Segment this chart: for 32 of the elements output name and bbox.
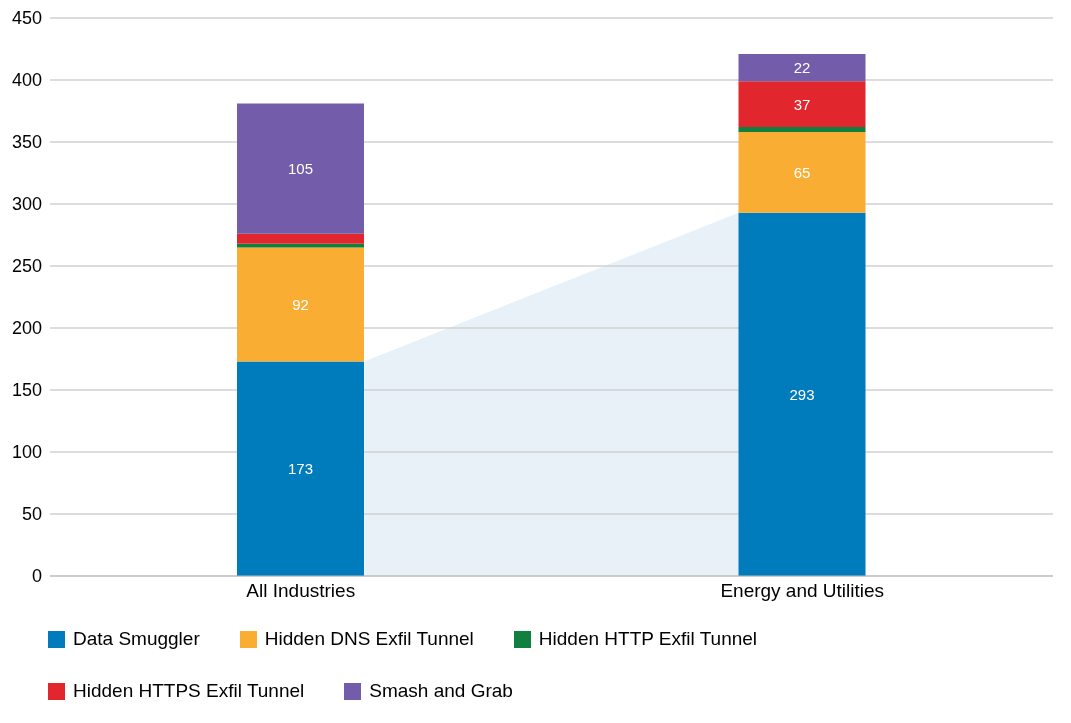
bar — [738, 53, 866, 82]
y-tick-label: 50 — [21, 504, 42, 525]
y-tick-label: 300 — [11, 194, 42, 215]
legend-label: Hidden HTTPS Exfil Tunnel — [73, 680, 305, 702]
y-tick-label: 250 — [11, 256, 42, 277]
data-label: 65 — [793, 163, 811, 181]
bar — [237, 233, 364, 244]
data-label: 92 — [292, 295, 309, 313]
bar — [738, 127, 866, 133]
bar — [738, 132, 866, 213]
y-tick-label: 350 — [11, 132, 42, 153]
data-label: 22 — [793, 59, 811, 77]
x-tick-label: All Industries — [246, 580, 356, 602]
y-tick-label: 200 — [11, 318, 42, 339]
y-tick-label: 400 — [11, 70, 42, 91]
y-tick-label: 450 — [11, 8, 42, 29]
data-label: 105 — [287, 160, 314, 178]
bar — [237, 103, 364, 234]
data-label: 37 — [793, 95, 811, 113]
legend-label: Data Smuggler — [73, 628, 200, 650]
y-tick-label: 150 — [11, 380, 42, 401]
data-label: 293 — [789, 385, 815, 403]
legend-label: Hidden DNS Exfil Tunnel — [264, 628, 474, 650]
data-label: 173 — [287, 460, 314, 478]
bar — [237, 361, 364, 576]
legend-label: Smash and Grab — [369, 680, 513, 702]
bar — [738, 81, 866, 128]
bar — [237, 247, 364, 362]
y-tick-label: 0 — [31, 566, 42, 587]
x-tick-label: Energy and Utilities — [720, 580, 885, 602]
legend-label: Hidden HTTP Exfil Tunnel — [538, 628, 758, 650]
y-tick-label: 100 — [11, 442, 42, 463]
